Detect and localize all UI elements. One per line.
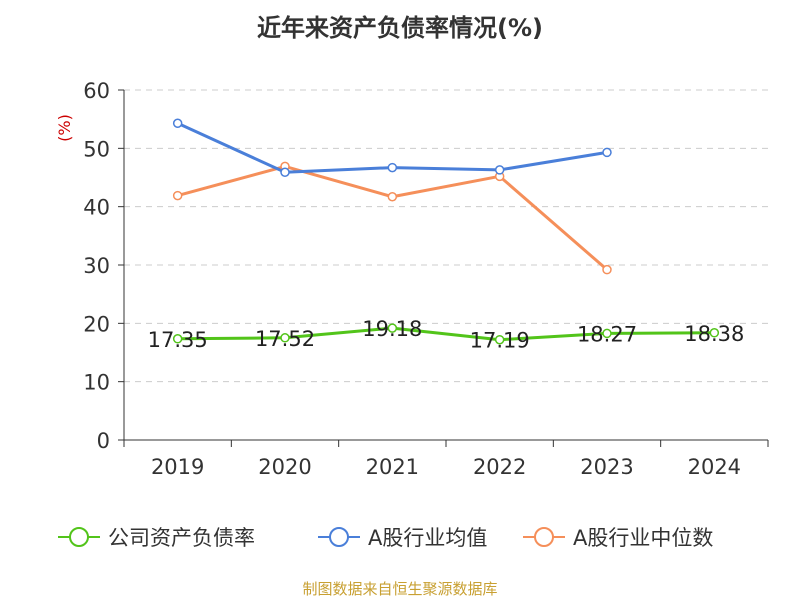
data-point — [602, 328, 612, 339]
y-tick-label: 60 — [83, 79, 110, 103]
series-line — [177, 326, 715, 342]
data-point — [387, 162, 398, 173]
data-label: 18.27 — [577, 322, 637, 346]
y-tick-label: 20 — [83, 312, 110, 336]
data-label: 17.52 — [255, 327, 315, 351]
data-point — [172, 190, 183, 201]
x-tick-label: 2022 — [473, 455, 526, 479]
data-point — [387, 323, 398, 333]
data-label: 17.19 — [470, 329, 530, 353]
data-point — [494, 334, 505, 345]
data-point — [172, 334, 183, 344]
data-label: 18.38 — [684, 322, 744, 346]
legend-marker — [329, 527, 349, 547]
data-point — [494, 165, 505, 175]
chart-title: 近年来资产负债率情况(%) — [257, 14, 543, 42]
x-tick-label: 2021 — [366, 455, 419, 479]
data-label: 19.18 — [362, 317, 422, 341]
data-point — [709, 328, 720, 338]
data-point — [387, 192, 398, 202]
series-line — [177, 164, 608, 271]
y-tick-label: 10 — [83, 371, 110, 395]
legend-marker — [534, 527, 554, 547]
y-tick-label: 0 — [97, 429, 110, 453]
y-tick-label: 50 — [83, 137, 110, 161]
source-note: 制图数据来自恒生聚源数据库 — [302, 580, 498, 598]
legend-label: 公司资产负债率 — [108, 526, 255, 550]
x-tick-label: 2019 — [151, 455, 204, 479]
data-point — [280, 333, 290, 343]
x-tick-label: 2020 — [258, 455, 311, 479]
data-point — [280, 167, 290, 177]
data-point — [602, 147, 612, 158]
y-tick-label: 40 — [83, 196, 110, 220]
data-point — [602, 264, 612, 275]
legend-label: A股行业均值 — [368, 526, 487, 550]
legend-marker — [69, 527, 89, 547]
y-tick-label: 30 — [83, 254, 110, 278]
y-axis-label: (%) — [55, 114, 74, 142]
x-tick-label: 2023 — [580, 455, 633, 479]
x-tick-label: 2024 — [688, 455, 741, 479]
data-point — [172, 118, 183, 128]
data-label: 17.35 — [148, 328, 208, 352]
legend-label: A股行业中位数 — [573, 526, 713, 550]
